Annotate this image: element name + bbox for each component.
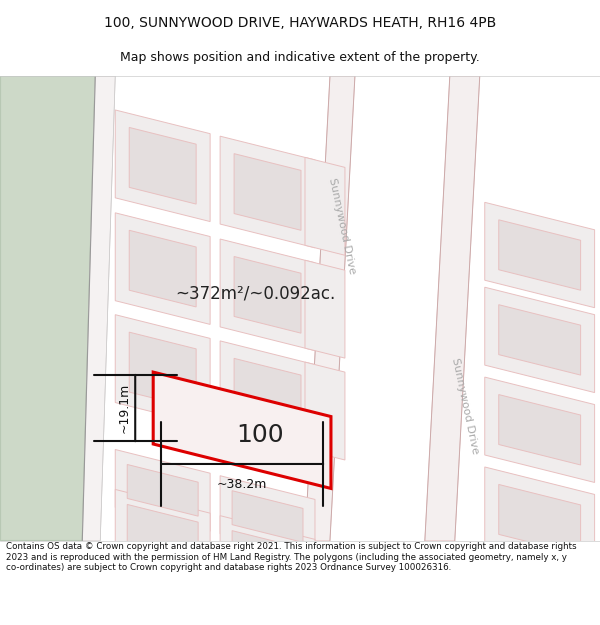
Polygon shape (129, 127, 196, 204)
Polygon shape (305, 260, 345, 358)
Polygon shape (485, 467, 595, 572)
Polygon shape (129, 230, 196, 307)
Polygon shape (499, 305, 581, 375)
Text: ~372m²/~0.092ac.: ~372m²/~0.092ac. (175, 285, 335, 303)
Polygon shape (499, 220, 581, 290)
Polygon shape (220, 341, 315, 452)
Polygon shape (127, 504, 198, 568)
Polygon shape (115, 110, 210, 221)
Polygon shape (220, 136, 315, 248)
Text: Contains OS data © Crown copyright and database right 2021. This information is : Contains OS data © Crown copyright and d… (6, 542, 577, 572)
Text: ~38.2m: ~38.2m (217, 478, 267, 491)
Polygon shape (220, 516, 315, 609)
Text: 100: 100 (236, 422, 284, 447)
Polygon shape (485, 377, 595, 482)
Polygon shape (499, 484, 581, 555)
Polygon shape (499, 579, 581, 625)
Polygon shape (485, 562, 595, 625)
Text: Sunnywood Drive: Sunnywood Drive (449, 357, 480, 455)
Polygon shape (499, 394, 581, 465)
Polygon shape (115, 489, 210, 583)
Polygon shape (232, 491, 303, 542)
Polygon shape (115, 449, 210, 531)
Polygon shape (305, 158, 345, 255)
Polygon shape (115, 314, 210, 426)
Polygon shape (425, 76, 480, 541)
Polygon shape (220, 476, 315, 558)
Polygon shape (232, 531, 303, 594)
Polygon shape (305, 76, 355, 541)
Polygon shape (82, 76, 115, 541)
Polygon shape (234, 256, 301, 333)
Polygon shape (153, 372, 331, 489)
Polygon shape (115, 213, 210, 324)
Text: ~19.1m: ~19.1m (117, 383, 130, 433)
Text: Sunnywood Drive: Sunnywood Drive (327, 177, 357, 275)
Polygon shape (485, 202, 595, 308)
Text: 100, SUNNYWOOD DRIVE, HAYWARDS HEATH, RH16 4PB: 100, SUNNYWOOD DRIVE, HAYWARDS HEATH, RH… (104, 16, 496, 30)
Polygon shape (485, 288, 595, 392)
Polygon shape (305, 362, 345, 460)
Polygon shape (129, 332, 196, 409)
Polygon shape (1, 76, 95, 541)
Polygon shape (234, 358, 301, 435)
Text: Map shows position and indicative extent of the property.: Map shows position and indicative extent… (120, 51, 480, 64)
Polygon shape (220, 239, 315, 351)
Polygon shape (127, 464, 198, 516)
Polygon shape (234, 154, 301, 230)
